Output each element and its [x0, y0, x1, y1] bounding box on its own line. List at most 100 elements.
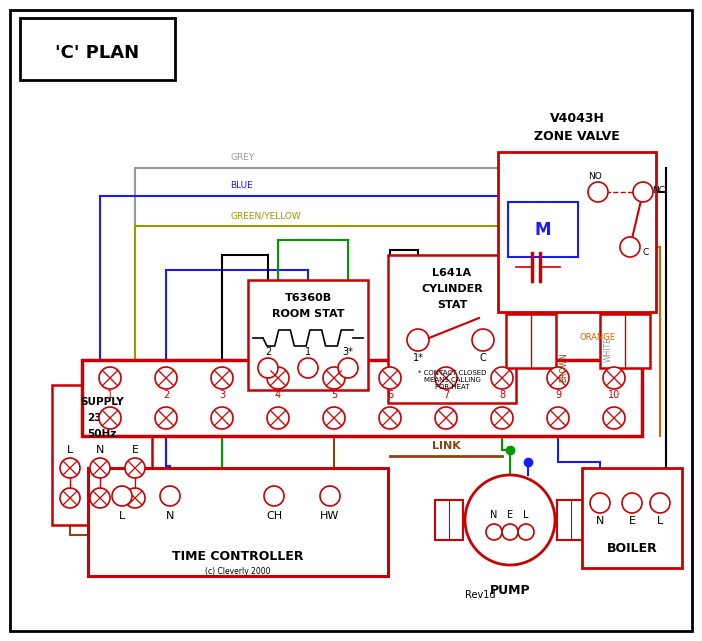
Circle shape: [435, 407, 457, 429]
Circle shape: [125, 458, 145, 478]
Text: 50Hz: 50Hz: [87, 429, 117, 439]
Text: Rev1d: Rev1d: [465, 590, 495, 600]
Circle shape: [112, 486, 132, 506]
Bar: [600, 314, 650, 368]
Circle shape: [160, 486, 180, 506]
Circle shape: [472, 329, 494, 351]
Text: (c) Cleverly 2000: (c) Cleverly 2000: [205, 567, 271, 576]
Text: 1: 1: [107, 390, 113, 400]
Text: N: N: [490, 510, 498, 520]
Circle shape: [379, 367, 401, 389]
Text: 1*: 1*: [413, 353, 423, 363]
Bar: [20, 18, 175, 80]
Text: ROOM STAT: ROOM STAT: [272, 309, 344, 319]
Text: L: L: [119, 511, 125, 521]
Text: STAT: STAT: [437, 300, 468, 310]
Text: 230V: 230V: [87, 413, 117, 423]
Bar: [498, 152, 656, 312]
Text: V4043H: V4043H: [550, 112, 604, 124]
Text: 6: 6: [387, 390, 393, 400]
Circle shape: [650, 493, 670, 513]
Text: N: N: [596, 516, 604, 526]
Circle shape: [622, 493, 642, 513]
Circle shape: [590, 493, 610, 513]
Text: BOILER: BOILER: [607, 542, 657, 554]
Circle shape: [518, 524, 534, 540]
Circle shape: [547, 367, 569, 389]
Circle shape: [125, 488, 145, 508]
Text: ORANGE: ORANGE: [580, 333, 616, 342]
Text: C: C: [643, 247, 649, 256]
Circle shape: [323, 367, 345, 389]
Bar: [506, 314, 556, 368]
Circle shape: [99, 367, 121, 389]
Text: T6360B: T6360B: [284, 293, 331, 303]
Circle shape: [267, 407, 289, 429]
Text: NC: NC: [652, 185, 665, 194]
Circle shape: [547, 407, 569, 429]
Text: 5: 5: [331, 390, 337, 400]
Circle shape: [258, 358, 278, 378]
Text: GREEN/YELLOW: GREEN/YELLOW: [230, 211, 300, 220]
Text: SUPPLY: SUPPLY: [80, 397, 124, 407]
Circle shape: [211, 407, 233, 429]
Bar: [82, 360, 642, 436]
Text: 9: 9: [555, 390, 561, 400]
Circle shape: [407, 329, 429, 351]
Circle shape: [502, 524, 518, 540]
Text: E: E: [628, 516, 635, 526]
Text: CYLINDER: CYLINDER: [421, 284, 483, 294]
Circle shape: [60, 488, 80, 508]
Text: N: N: [95, 445, 104, 455]
Circle shape: [379, 407, 401, 429]
Bar: [88, 468, 388, 576]
Text: E: E: [507, 510, 513, 520]
Circle shape: [298, 358, 318, 378]
Circle shape: [90, 488, 110, 508]
Text: E: E: [131, 445, 138, 455]
Circle shape: [99, 407, 121, 429]
Circle shape: [620, 237, 640, 257]
Circle shape: [267, 367, 289, 389]
Text: 8: 8: [499, 390, 505, 400]
Circle shape: [60, 458, 80, 478]
Circle shape: [338, 358, 358, 378]
Circle shape: [320, 486, 340, 506]
Text: L641A: L641A: [432, 268, 472, 278]
Bar: [508, 202, 578, 257]
Text: TIME CONTROLLER: TIME CONTROLLER: [172, 549, 304, 563]
Circle shape: [486, 524, 502, 540]
Text: 3*: 3*: [343, 347, 353, 357]
Text: 2: 2: [163, 390, 169, 400]
Circle shape: [491, 407, 513, 429]
Text: 4: 4: [275, 390, 281, 400]
Circle shape: [588, 182, 608, 202]
Text: 'C' PLAN: 'C' PLAN: [55, 44, 139, 62]
Circle shape: [603, 367, 625, 389]
Text: HW: HW: [320, 511, 340, 521]
Circle shape: [323, 407, 345, 429]
Text: C: C: [479, 353, 486, 363]
Circle shape: [465, 475, 555, 565]
Text: 1: 1: [305, 347, 311, 357]
Text: 2: 2: [265, 347, 271, 357]
Circle shape: [155, 407, 177, 429]
Text: LINK: LINK: [432, 441, 461, 451]
Bar: [388, 255, 516, 403]
Text: 10: 10: [608, 390, 620, 400]
Text: CH: CH: [266, 511, 282, 521]
Text: L: L: [523, 510, 529, 520]
Text: L: L: [67, 445, 73, 455]
Text: * CONTACT CLOSED
MEANS CALLING
FOR HEAT: * CONTACT CLOSED MEANS CALLING FOR HEAT: [418, 370, 486, 390]
Bar: [248, 280, 368, 390]
Text: BROWN: BROWN: [559, 353, 568, 382]
Bar: [582, 468, 682, 568]
Circle shape: [211, 367, 233, 389]
Text: ZONE VALVE: ZONE VALVE: [534, 129, 620, 142]
Bar: [52, 385, 152, 525]
Circle shape: [264, 486, 284, 506]
Text: NO: NO: [588, 172, 602, 181]
Bar: [435, 500, 463, 540]
Circle shape: [633, 182, 653, 202]
Circle shape: [603, 407, 625, 429]
